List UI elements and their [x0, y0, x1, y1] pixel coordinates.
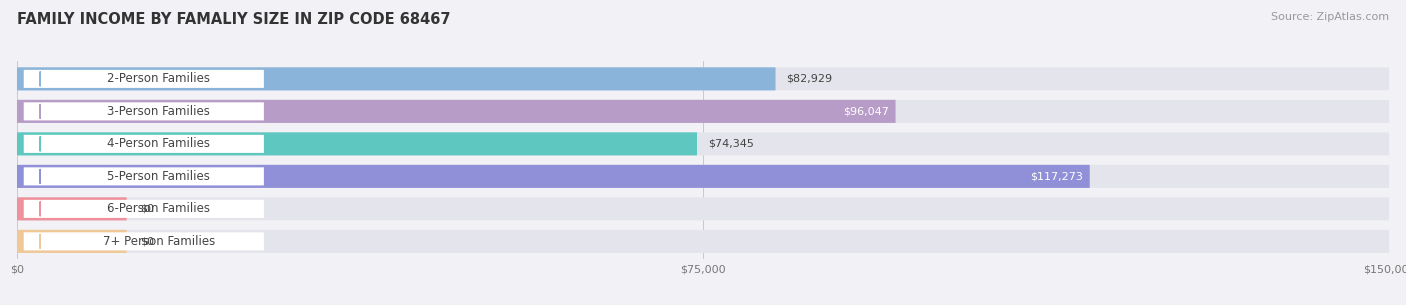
- Text: 6-Person Families: 6-Person Families: [107, 203, 211, 215]
- Text: 7+ Person Families: 7+ Person Families: [103, 235, 215, 248]
- FancyBboxPatch shape: [24, 70, 264, 88]
- Text: $96,047: $96,047: [842, 106, 889, 117]
- FancyBboxPatch shape: [17, 230, 127, 253]
- Text: FAMILY INCOME BY FAMALIY SIZE IN ZIP CODE 68467: FAMILY INCOME BY FAMALIY SIZE IN ZIP COD…: [17, 12, 450, 27]
- FancyBboxPatch shape: [17, 197, 1389, 221]
- Text: 5-Person Families: 5-Person Families: [107, 170, 211, 183]
- Text: 2-Person Families: 2-Person Families: [107, 72, 211, 85]
- Text: $74,345: $74,345: [709, 139, 754, 149]
- FancyBboxPatch shape: [17, 100, 896, 123]
- FancyBboxPatch shape: [17, 67, 1389, 90]
- Text: $0: $0: [141, 204, 155, 214]
- FancyBboxPatch shape: [24, 167, 264, 185]
- FancyBboxPatch shape: [17, 100, 1389, 123]
- FancyBboxPatch shape: [17, 67, 776, 90]
- FancyBboxPatch shape: [17, 132, 697, 156]
- FancyBboxPatch shape: [17, 197, 127, 221]
- FancyBboxPatch shape: [17, 132, 1389, 156]
- Text: $0: $0: [141, 236, 155, 246]
- Text: 4-Person Families: 4-Person Families: [107, 137, 211, 150]
- FancyBboxPatch shape: [24, 200, 264, 218]
- FancyBboxPatch shape: [17, 165, 1090, 188]
- Text: $82,929: $82,929: [786, 74, 832, 84]
- FancyBboxPatch shape: [24, 232, 264, 250]
- Text: Source: ZipAtlas.com: Source: ZipAtlas.com: [1271, 12, 1389, 22]
- FancyBboxPatch shape: [24, 102, 264, 120]
- FancyBboxPatch shape: [17, 230, 1389, 253]
- FancyBboxPatch shape: [17, 165, 1389, 188]
- Text: 3-Person Families: 3-Person Families: [107, 105, 211, 118]
- FancyBboxPatch shape: [24, 135, 264, 153]
- Text: $117,273: $117,273: [1031, 171, 1083, 181]
